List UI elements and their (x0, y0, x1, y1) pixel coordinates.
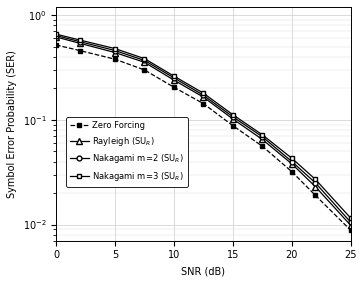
Rayleigh (SU$_R$) (201, 95, 206, 99)
Nakagami m=2 (SU$_R$) (78, 40, 82, 43)
Nakagami m=2 (SU$_R$) (113, 49, 117, 52)
Y-axis label: Symbol Error Probability (SER): Symbol Error Probability (SER) (7, 50, 17, 198)
Zero Forcing (142, 68, 147, 72)
Zero Forcing (172, 85, 176, 89)
Nakagami m=2 (SU$_R$) (172, 76, 176, 80)
Zero Forcing (113, 57, 117, 61)
Legend: Zero Forcing, Rayleigh (SU$_R$), Nakagami m=2 (SU$_R$), Nakagami m=3 (SU$_R$): Zero Forcing, Rayleigh (SU$_R$), Nakagam… (66, 117, 188, 187)
Nakagami m=2 (SU$_R$) (349, 221, 353, 224)
Rayleigh (SU$_R$) (142, 61, 147, 64)
Nakagami m=2 (SU$_R$) (290, 160, 294, 163)
Zero Forcing (201, 102, 206, 105)
Line: Nakagami m=3 (SU$_R$): Nakagami m=3 (SU$_R$) (54, 32, 353, 221)
Rayleigh (SU$_R$) (231, 117, 235, 121)
Zero Forcing (349, 229, 353, 232)
Rayleigh (SU$_R$) (349, 224, 353, 227)
Zero Forcing (54, 43, 58, 47)
Nakagami m=2 (SU$_R$) (313, 181, 318, 185)
Nakagami m=3 (SU$_R$) (113, 47, 117, 50)
Rayleigh (SU$_R$) (54, 35, 58, 39)
Rayleigh (SU$_R$) (172, 78, 176, 82)
Rayleigh (SU$_R$) (113, 51, 117, 54)
Nakagami m=3 (SU$_R$) (54, 33, 58, 36)
Nakagami m=2 (SU$_R$) (231, 115, 235, 119)
Nakagami m=3 (SU$_R$) (78, 38, 82, 42)
Zero Forcing (78, 49, 82, 52)
Nakagami m=3 (SU$_R$) (231, 113, 235, 116)
Zero Forcing (313, 194, 318, 197)
Nakagami m=3 (SU$_R$) (260, 133, 265, 136)
Nakagami m=3 (SU$_R$) (313, 178, 318, 181)
X-axis label: SNR (dB): SNR (dB) (181, 266, 225, 276)
Nakagami m=2 (SU$_R$) (142, 59, 147, 62)
Nakagami m=3 (SU$_R$) (172, 74, 176, 78)
Rayleigh (SU$_R$) (290, 162, 294, 166)
Zero Forcing (260, 145, 265, 148)
Line: Rayleigh (SU$_R$): Rayleigh (SU$_R$) (53, 34, 353, 228)
Nakagami m=3 (SU$_R$) (142, 57, 147, 60)
Zero Forcing (231, 124, 235, 127)
Nakagami m=2 (SU$_R$) (54, 34, 58, 37)
Line: Zero Forcing: Zero Forcing (54, 42, 353, 233)
Nakagami m=3 (SU$_R$) (290, 156, 294, 160)
Rayleigh (SU$_R$) (260, 138, 265, 141)
Rayleigh (SU$_R$) (313, 185, 318, 188)
Nakagami m=3 (SU$_R$) (201, 91, 206, 95)
Nakagami m=3 (SU$_R$) (349, 216, 353, 220)
Zero Forcing (290, 170, 294, 173)
Nakagami m=2 (SU$_R$) (260, 135, 265, 138)
Line: Nakagami m=2 (SU$_R$): Nakagami m=2 (SU$_R$) (54, 33, 353, 225)
Rayleigh (SU$_R$) (78, 42, 82, 45)
Nakagami m=2 (SU$_R$) (201, 94, 206, 97)
